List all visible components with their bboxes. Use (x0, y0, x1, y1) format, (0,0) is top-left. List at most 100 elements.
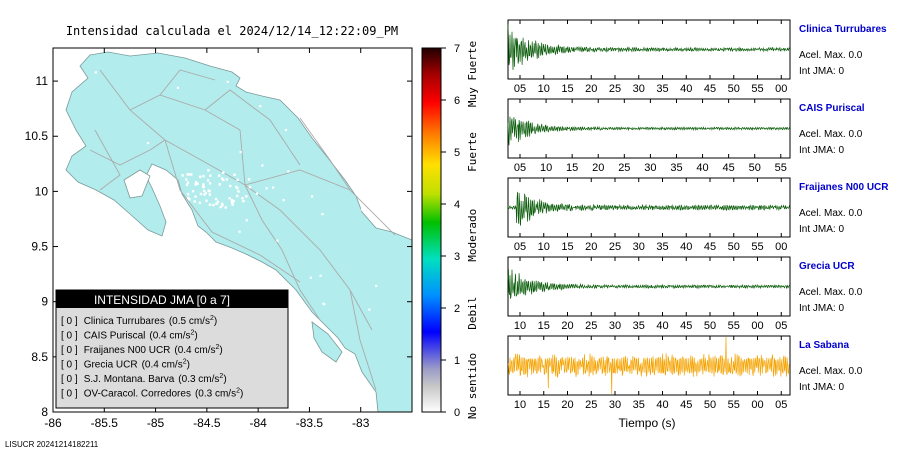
waveform-panels: 05 10 15 20 25 30 35 40 45 50 55 00 Clinica Turrubar… (507, 19, 889, 411)
waveform-panel: 10 15 20 25 30 35 40 45 50 55 00 05 Grecia UCR Acel. … (507, 256, 863, 332)
town-marker (276, 239, 279, 242)
town-marker (321, 212, 324, 216)
waveform-x-tick-label: 55 (751, 241, 763, 253)
legend-item-value: [ 0 ] (61, 389, 78, 400)
legend-item-pga: (0.4 cm/s (174, 345, 215, 356)
waveform-pga-label: Acel. Max. 0.0 (799, 208, 863, 219)
waveform-x-tick-label: 40 (680, 83, 692, 95)
town-marker (204, 191, 208, 195)
colorbar-tick-label: 6 (454, 95, 460, 107)
town-marker (202, 183, 205, 186)
town-marker (198, 246, 202, 249)
waveform-x-tick-label: 20 (585, 241, 597, 253)
map-x-tick-label: -85.5 (91, 416, 119, 430)
waveform-x-tick-label: 15 (538, 399, 550, 411)
town-marker (309, 276, 313, 279)
intensity-legend: INTENSIDAD JMA [0 a 7] [ 0 ] Clinica Turr… (55, 289, 289, 409)
waveform-x-tick-label: 30 (633, 83, 645, 95)
waveform-x-tick-label: 45 (680, 320, 692, 332)
waveform-x-tick-label: 10 (538, 83, 550, 95)
town-marker (219, 205, 222, 209)
map-x-tick-label: -83 (352, 416, 370, 430)
waveform-x-tick-label: 05 (775, 320, 787, 332)
waveform-trace (507, 116, 790, 146)
legend-item-value: [ 0 ] (61, 345, 78, 356)
waveform-x-tick-label: 45 (704, 83, 716, 95)
time-axis-label: Tiempo (s) (619, 416, 676, 430)
legend-item-close: ) (219, 345, 222, 356)
legend-item-value: [ 0 ] (61, 374, 78, 385)
town-marker (191, 190, 195, 193)
waveform-x-tick-label: 35 (656, 241, 668, 253)
town-marker (319, 274, 322, 277)
legend-item-pga: (0.4 cm/s (142, 360, 183, 371)
town-marker (208, 203, 212, 206)
town-marker (206, 179, 210, 182)
town-marker (186, 173, 189, 176)
waveform-x-tick-label: 05 (514, 83, 526, 95)
town-marker (282, 199, 285, 202)
town-marker (375, 284, 378, 287)
town-marker (261, 164, 264, 167)
waveform-x-tick-label: 25 (585, 320, 597, 332)
town-marker (194, 195, 197, 198)
legend-item-unit-exponent: 2 (210, 315, 214, 322)
waveform-pga-label: Acel. Max. 0.0 (799, 129, 863, 140)
legend-item-station: CAIS Puriscal (84, 331, 146, 342)
colorbar-label: Moderado (466, 209, 479, 262)
waveform-x-tick-label: 05 (514, 241, 526, 253)
town-marker (202, 175, 205, 178)
legend-item-value: [ 0 ] (61, 331, 78, 342)
town-marker (188, 173, 191, 176)
town-marker (241, 197, 244, 200)
town-marker (245, 195, 248, 198)
town-marker (202, 185, 205, 188)
waveform-x-tick-label: 20 (592, 162, 604, 174)
town-marker (284, 128, 288, 132)
town-marker (234, 185, 238, 189)
waveform-x-tick-label: 25 (618, 162, 630, 174)
town-marker (193, 200, 196, 203)
waveform-jma-label: Int JMA: 0 (799, 145, 844, 156)
legend-item-unit-exponent: 2 (236, 388, 240, 395)
waveform-station-name: CAIS Puriscal (799, 103, 865, 114)
map-y-tick-label: 9 (41, 295, 48, 309)
legend-item-unit-exponent: 2 (216, 344, 220, 351)
town-marker (146, 141, 150, 145)
town-marker (231, 203, 234, 206)
waveform-x-tick-label: 15 (561, 83, 573, 95)
waveform-x-tick-label: 00 (751, 320, 763, 332)
town-marker (233, 173, 236, 176)
town-marker (265, 187, 268, 190)
legend-item-pga: (0.5 cm/s (169, 316, 210, 327)
colorbar-label: Fuerte (466, 132, 479, 172)
town-marker (209, 174, 212, 177)
waveform-x-tick-label: 30 (644, 162, 656, 174)
map-y-axis: 11 10.5 10 9.5 9 8.5 8 (25, 74, 412, 419)
map-y-tick-label: 8 (41, 405, 48, 419)
waveform-x-tick-label: 00 (775, 83, 787, 95)
legend-item-pga: (0.3 cm/s (178, 374, 219, 385)
legend-item: [ 0 ] OV-Caracol. Corredores (0.3 cm/s2) (61, 388, 243, 400)
waveform-panel: 10 15 20 25 30 35 40 45 50 55 00 05 La Sabana Acel. M… (507, 335, 863, 411)
town-marker (239, 150, 242, 154)
town-marker (194, 180, 198, 184)
waveform-x-tick-label: 00 (775, 241, 787, 253)
town-marker (248, 185, 252, 189)
map-y-tick-label: 10 (35, 184, 49, 198)
legend-title: INTENSIDAD JMA [0 a 7] (94, 293, 230, 307)
waveform-x-tick-label: 10 (514, 399, 526, 411)
town-marker (338, 79, 342, 82)
waveform-panel: 05 10 15 20 25 30 35 40 45 50 55 00 Fraijanes N00 UC… (507, 177, 889, 253)
waveform-x-tick-label: 45 (723, 162, 735, 174)
town-marker (181, 174, 184, 177)
waveform-x-tick-label: 50 (704, 399, 716, 411)
town-marker (282, 282, 285, 285)
legend-item-station: Grecia UCR (84, 360, 138, 371)
town-marker (310, 195, 314, 198)
town-marker (186, 181, 190, 184)
map-y-tick-label: 8.5 (31, 350, 48, 364)
town-marker (322, 302, 325, 305)
legend-item-value: [ 0 ] (61, 316, 78, 327)
waveform-x-tick-label: 25 (585, 399, 597, 411)
